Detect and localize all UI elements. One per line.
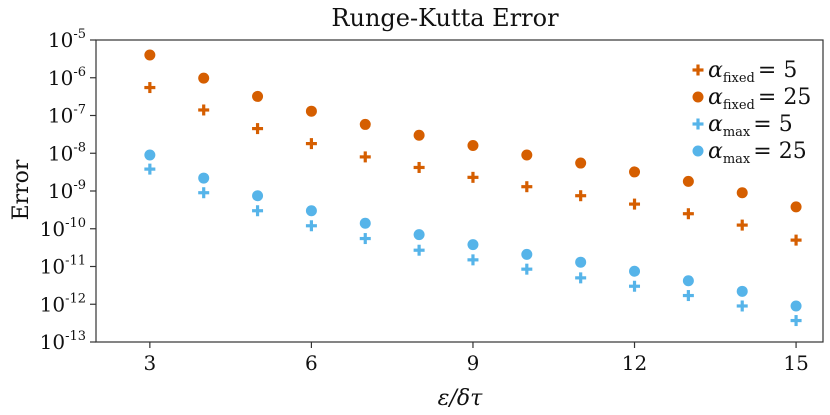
point-s1-2 (252, 90, 264, 102)
legend-label-1: αfixed = 25 (708, 85, 811, 113)
legend-label-3: αmax = 25 (708, 139, 807, 167)
y-tick-label-5: 10-10 (40, 216, 86, 241)
point-s1-7 (521, 149, 533, 161)
point-s1-11 (736, 187, 748, 199)
y-tick-label-8: 10-13 (40, 329, 86, 354)
point-s2-4 (359, 233, 371, 245)
point-s0-2 (252, 123, 264, 135)
point-s3-6 (467, 239, 479, 251)
point-s2-12 (790, 315, 802, 327)
legend-label-2: αmax = 5 (708, 112, 793, 140)
point-s1-3 (305, 105, 317, 117)
point-s2-6 (467, 254, 479, 266)
point-s3-11 (736, 285, 748, 297)
point-s3-7 (521, 248, 533, 260)
point-s1-1 (198, 72, 210, 84)
point-s0-3 (305, 138, 317, 150)
point-s2-8 (575, 272, 587, 284)
point-s2-11 (736, 300, 748, 312)
y-tick-label-2: 10-7 (48, 103, 86, 128)
series-3 (144, 149, 802, 312)
point-s3-12 (790, 300, 802, 312)
point-s3-2 (252, 190, 264, 202)
x-tick-label-0: 3 (143, 351, 156, 375)
point-s3-10 (682, 275, 694, 287)
point-s1-10 (682, 175, 694, 187)
point-s0-1 (198, 104, 210, 116)
point-s0-6 (467, 171, 479, 183)
y-tick-label-0: 10-5 (48, 27, 86, 52)
y-axis-label: Error (9, 159, 34, 220)
point-s3-4 (359, 217, 371, 229)
point-s2-1 (198, 187, 210, 199)
legend-item-2: αmax = 5 (692, 112, 793, 140)
x-tick-label-1: 6 (305, 351, 318, 375)
point-s2-2 (252, 205, 264, 217)
legend-marker-0 (692, 64, 704, 76)
y-axis: 10-5 10-6 10-7 10-8 10-9 10-10 10-11 10-12 10-13 (40, 27, 96, 354)
legend-item-3: αmax = 25 (692, 139, 807, 167)
legend-label-0: αfixed = 5 (708, 58, 797, 86)
legend-item-1: αfixed = 25 (692, 85, 811, 113)
legend-marker-2 (692, 118, 704, 130)
point-s2-7 (521, 263, 533, 275)
x-axis: 3 6 9 12 15 (143, 342, 809, 375)
point-s2-5 (413, 244, 425, 256)
point-s0-4 (359, 151, 371, 163)
point-s1-6 (467, 140, 479, 152)
point-s0-9 (629, 198, 641, 210)
point-s0-7 (521, 181, 533, 193)
point-s1-9 (629, 166, 641, 178)
data-points (144, 49, 802, 327)
point-s1-8 (575, 157, 587, 169)
point-s3-5 (413, 229, 425, 241)
point-s0-12 (790, 234, 802, 246)
series-1 (144, 49, 802, 213)
point-s2-3 (305, 220, 317, 232)
series-2 (144, 163, 802, 327)
point-s3-0 (144, 149, 156, 161)
point-s3-9 (629, 265, 641, 277)
point-s1-12 (790, 201, 802, 213)
point-s0-5 (413, 161, 425, 173)
point-s2-9 (629, 280, 641, 292)
point-s3-1 (198, 172, 210, 184)
x-tick-label-3: 12 (622, 351, 647, 375)
point-s2-10 (682, 290, 694, 302)
y-tick-label-4: 10-9 (48, 178, 86, 203)
x-tick-label-2: 9 (467, 351, 480, 375)
point-s0-0 (144, 82, 156, 94)
legend-marker-3 (692, 145, 704, 157)
point-s1-5 (413, 129, 425, 141)
point-s1-4 (359, 118, 371, 130)
x-tick-label-4: 15 (783, 351, 808, 375)
y-tick-label-7: 10-12 (40, 291, 86, 316)
series-0 (144, 82, 802, 246)
legend-marker-1 (692, 91, 704, 103)
point-s0-10 (682, 208, 694, 220)
y-tick-label-1: 10-6 (48, 65, 86, 90)
point-s2-0 (144, 163, 156, 175)
y-tick-label-3: 10-8 (48, 140, 86, 165)
x-axis-label: ε/δτ (438, 386, 483, 411)
chart-title: Runge-Kutta Error (331, 4, 559, 32)
point-s3-3 (305, 205, 317, 217)
point-s0-11 (736, 219, 748, 231)
point-s1-0 (144, 49, 156, 61)
point-s0-8 (575, 190, 587, 202)
y-tick-label-6: 10-11 (40, 254, 86, 279)
point-s3-8 (575, 256, 587, 268)
legend-item-0: αfixed = 5 (692, 58, 797, 86)
